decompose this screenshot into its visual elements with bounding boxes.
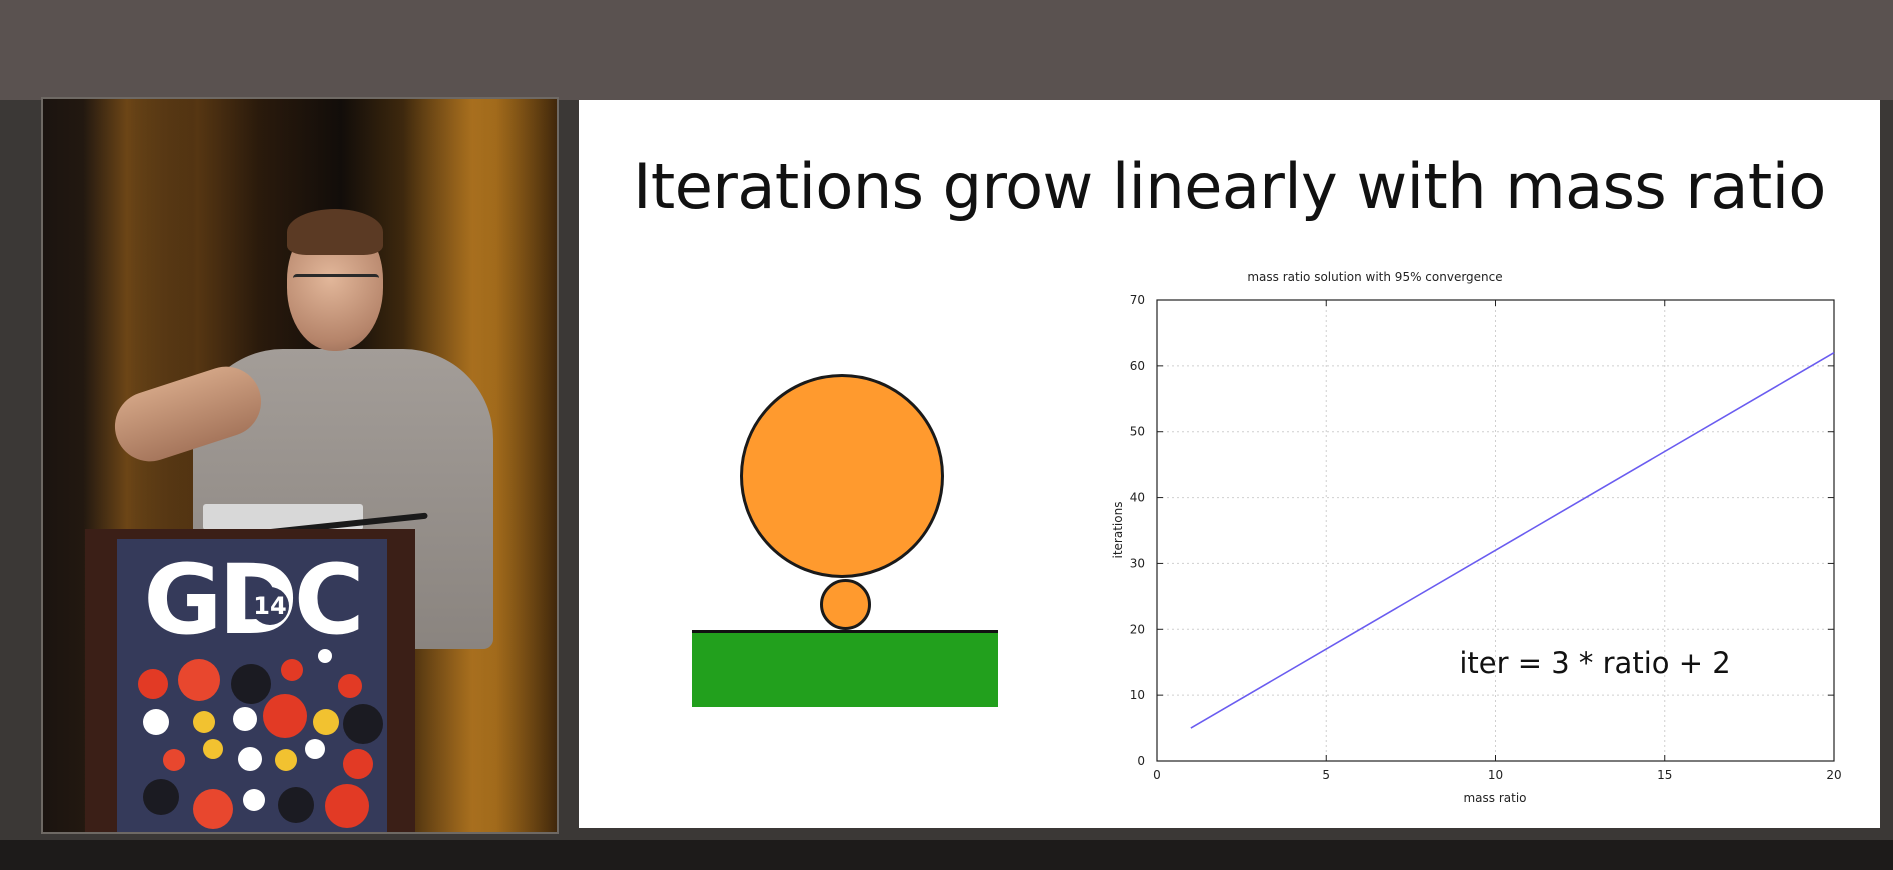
podium-dot bbox=[275, 749, 297, 771]
chart-title: mass ratio solution with 95% convergence bbox=[1247, 270, 1502, 284]
x-tick-label: 15 bbox=[1657, 768, 1672, 782]
x-tick-label: 10 bbox=[1488, 768, 1503, 782]
x-tick-label: 0 bbox=[1153, 768, 1161, 782]
x-axis-label: mass ratio bbox=[1463, 791, 1526, 805]
y-tick-label: 40 bbox=[1130, 491, 1145, 505]
podium-dot bbox=[338, 674, 362, 698]
top-band bbox=[0, 0, 1893, 100]
y-tick-label: 70 bbox=[1130, 293, 1145, 307]
y-tick-label: 30 bbox=[1130, 556, 1145, 570]
ground-block bbox=[692, 630, 998, 707]
slide-title: Iterations grow linearly with mass ratio bbox=[633, 150, 1826, 223]
podium-dot bbox=[238, 747, 262, 771]
podium-dot bbox=[233, 707, 257, 731]
podium-dot bbox=[278, 787, 314, 823]
podium-dot bbox=[231, 664, 271, 704]
y-tick-label: 20 bbox=[1130, 622, 1145, 636]
podium-dot bbox=[343, 749, 373, 779]
large-ball bbox=[740, 374, 944, 578]
y-tick-label: 0 bbox=[1137, 754, 1145, 768]
podium-dot bbox=[243, 789, 265, 811]
podium-dot bbox=[178, 659, 220, 701]
y-axis-label: iterations bbox=[1111, 502, 1125, 559]
small-ball bbox=[820, 579, 871, 630]
podium-dot bbox=[143, 779, 179, 815]
x-tick-label: 5 bbox=[1322, 768, 1330, 782]
y-tick-label: 50 bbox=[1130, 425, 1145, 439]
podium-dot bbox=[143, 709, 169, 735]
y-tick-label: 60 bbox=[1130, 359, 1145, 373]
x-axis: 0 5 10 15 20 bbox=[1153, 300, 1842, 782]
equation-annotation: iter = 3 * ratio + 2 bbox=[1459, 646, 1730, 680]
gdc-year-badge: 14 bbox=[251, 587, 289, 625]
y-tick-label: 10 bbox=[1130, 688, 1145, 702]
podium-dot bbox=[193, 789, 233, 829]
x-tick-label: 20 bbox=[1826, 768, 1841, 782]
podium-dot bbox=[318, 649, 332, 663]
podium-dot bbox=[281, 659, 303, 681]
chart-grid bbox=[1157, 300, 1834, 761]
podium-dot bbox=[138, 669, 168, 699]
y-axis: 0 10 20 30 40 50 60 70 bbox=[1130, 293, 1834, 768]
speaker-glasses bbox=[293, 274, 379, 291]
podium-dot bbox=[163, 749, 185, 771]
speaker-hair bbox=[287, 209, 383, 255]
podium-dot bbox=[203, 739, 223, 759]
podium-dot bbox=[325, 784, 369, 828]
podium-dot bbox=[305, 739, 325, 759]
line-chart: mass ratio solution with 95% convergence… bbox=[1111, 270, 1842, 805]
podium-dot bbox=[343, 704, 383, 744]
podium-dot bbox=[193, 711, 215, 733]
slide: Iterations grow linearly with mass ratio… bbox=[579, 100, 1880, 828]
series-line bbox=[1190, 351, 1835, 729]
bottom-band bbox=[0, 840, 1893, 870]
podium-dot bbox=[313, 709, 339, 735]
speaker-video: GDC 14 bbox=[41, 97, 559, 834]
chart-series bbox=[1190, 351, 1835, 729]
podium-dot bbox=[263, 694, 307, 738]
